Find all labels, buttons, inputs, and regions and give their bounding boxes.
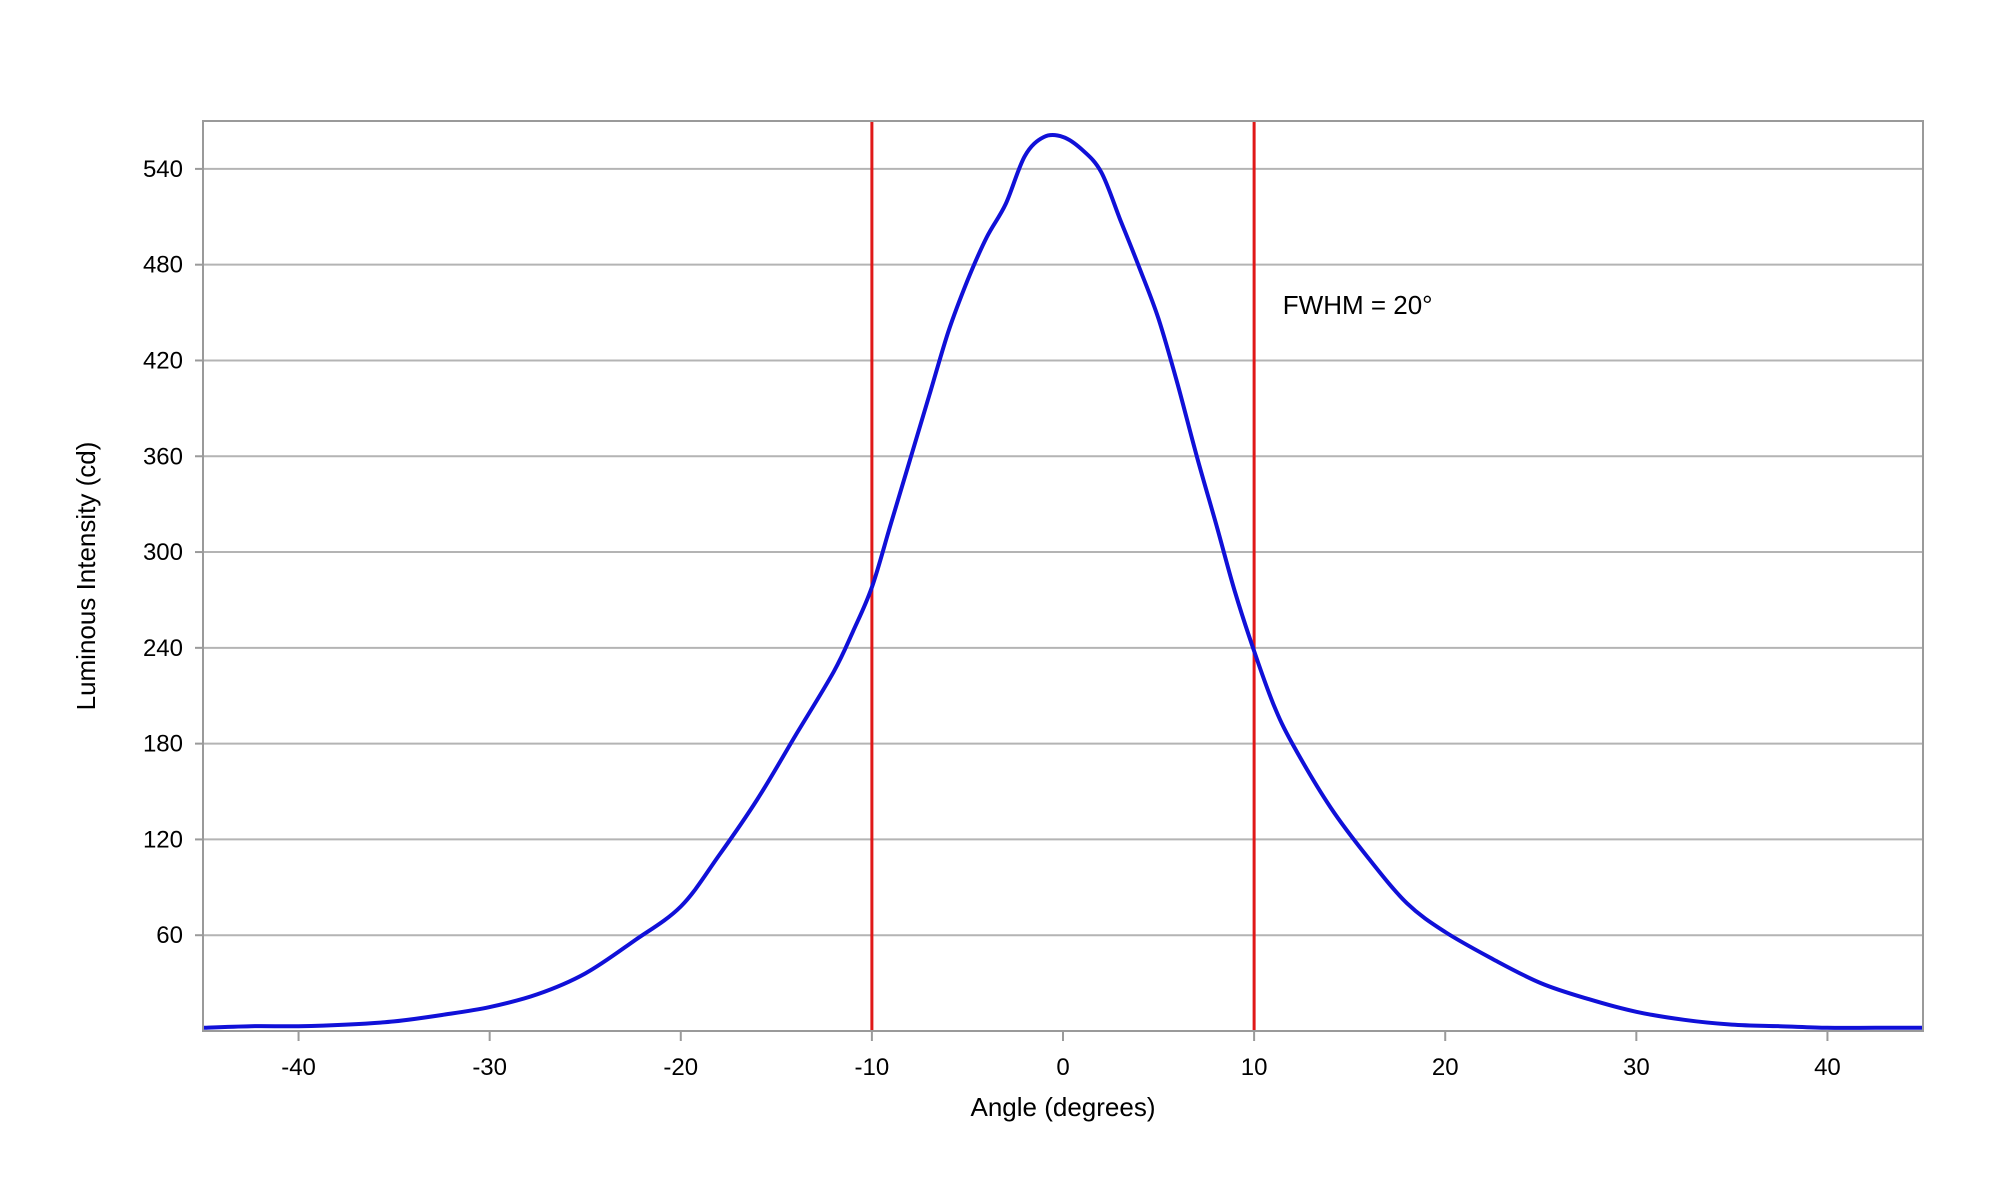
x-tick-label: 20 xyxy=(1432,1054,1459,1081)
x-axis-label: Angle (degrees) xyxy=(971,1092,1156,1122)
x-tick-label: -20 xyxy=(663,1054,698,1081)
intensity-curve xyxy=(202,132,1923,1030)
y-tick-label: 60 xyxy=(156,922,183,949)
y-tick-label: 540 xyxy=(143,156,183,183)
gridlines xyxy=(203,167,1923,937)
fwhm-annotation: FWHM = 20° xyxy=(1283,290,1433,320)
y-axis-label: Luminous Intensity (cd) xyxy=(71,442,101,711)
x-tick-label: 0 xyxy=(1056,1054,1069,1081)
y-tick-label: 120 xyxy=(143,826,183,853)
x-tick-label: -10 xyxy=(855,1054,890,1081)
x-tick-label: 40 xyxy=(1814,1054,1841,1081)
plot-frame xyxy=(202,120,1924,1032)
x-tick-label: -40 xyxy=(281,1054,316,1081)
y-tick-label: 480 xyxy=(143,252,183,279)
y-tick-label: 360 xyxy=(143,443,183,470)
series-layer xyxy=(202,132,1923,1030)
y-tick-label: 300 xyxy=(143,539,183,566)
x-tick-label: 10 xyxy=(1241,1054,1268,1081)
x-axis-ticks: -40 -30 -20 -10 0 10 20 30 40 xyxy=(281,1031,1841,1081)
y-tick-label: 420 xyxy=(143,347,183,374)
annotations: FWHM = 20° xyxy=(1283,290,1433,320)
y-tick-label: 240 xyxy=(143,635,183,662)
fwhm-markers xyxy=(870,121,1256,1031)
y-axis-ticks: 60 120 180 240 300 360 420 480 540 xyxy=(143,156,203,949)
x-tick-label: 30 xyxy=(1623,1054,1650,1081)
x-tick-label: -30 xyxy=(472,1054,507,1081)
y-tick-label: 180 xyxy=(143,731,183,758)
